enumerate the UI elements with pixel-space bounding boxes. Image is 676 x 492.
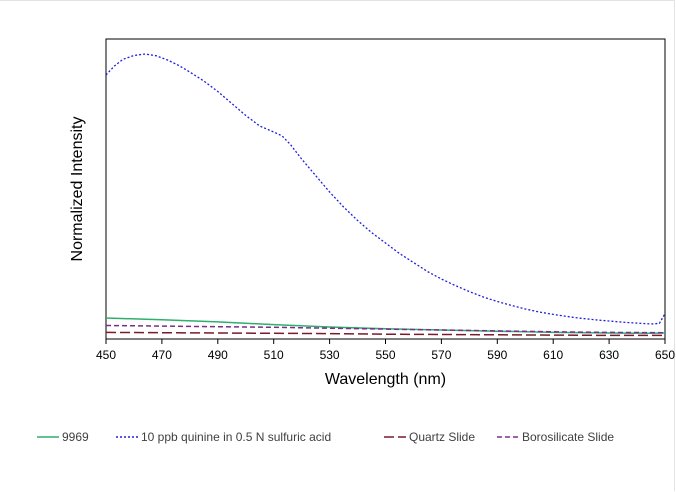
y-axis-title: Normalized Intensity bbox=[69, 117, 86, 262]
x-axis-ticks: 450 470 490 510 530 550 570 590 610 630 650 bbox=[96, 339, 675, 362]
series-line-2 bbox=[105, 331, 665, 337]
series-line-3 bbox=[105, 324, 666, 334]
plot-area bbox=[105, 38, 666, 340]
x-tick-label: 570 bbox=[431, 348, 451, 362]
x-tick-label: 530 bbox=[320, 348, 340, 362]
x-tick-label: 510 bbox=[264, 348, 284, 362]
x-tick-label: 650 bbox=[655, 348, 675, 362]
x-tick-label: 470 bbox=[152, 348, 172, 362]
x-tick-label: 630 bbox=[599, 348, 619, 362]
x-tick-label: 450 bbox=[96, 348, 116, 362]
x-axis-title: Wavelength (nm) bbox=[325, 371, 446, 388]
x-tick-label: 590 bbox=[487, 348, 507, 362]
legend-label-2: Quartz Slide bbox=[409, 430, 475, 444]
x-tick-label: 610 bbox=[543, 348, 563, 362]
series-line-1 bbox=[105, 53, 666, 325]
legend-label-3: Borosilicate Slide bbox=[522, 430, 614, 444]
x-tick-label: 550 bbox=[375, 348, 395, 362]
legend-label-1: 10 ppb quinine in 0.5 N sulfuric acid bbox=[141, 430, 331, 444]
series-layer bbox=[105, 53, 666, 337]
x-tick-label: 490 bbox=[208, 348, 228, 362]
legend: 9969 10 ppb quinine in 0.5 N sulfuric aci… bbox=[37, 430, 614, 444]
legend-label-0: 9969 bbox=[62, 430, 89, 444]
